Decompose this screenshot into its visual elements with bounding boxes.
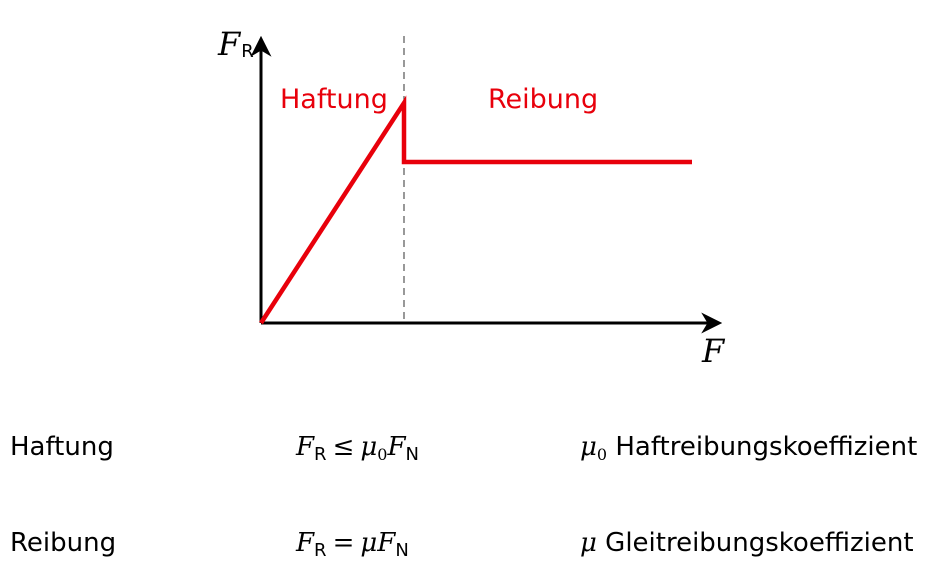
region-label-reibung: Reibung xyxy=(488,84,598,115)
friction-diagram: FR F Haftung Reibung xyxy=(217,25,726,370)
row-label-haftung: Haftung xyxy=(10,432,114,462)
formula-haftung: FR ≤ μ0FN xyxy=(296,432,419,465)
y-axis-label: FR xyxy=(217,25,254,63)
coef-haftung: μ0 Haftreibungskoeffizient xyxy=(580,432,918,464)
row-label-reibung: Reibung xyxy=(10,528,117,558)
friction-curve xyxy=(259,95,692,325)
region-label-haftung: Haftung xyxy=(280,84,388,115)
x-axis-label: F xyxy=(701,332,726,370)
formula-reibung: FR = μFN xyxy=(296,528,409,561)
coef-reibung: μ Gleitreibungskoeffizient xyxy=(580,528,914,558)
